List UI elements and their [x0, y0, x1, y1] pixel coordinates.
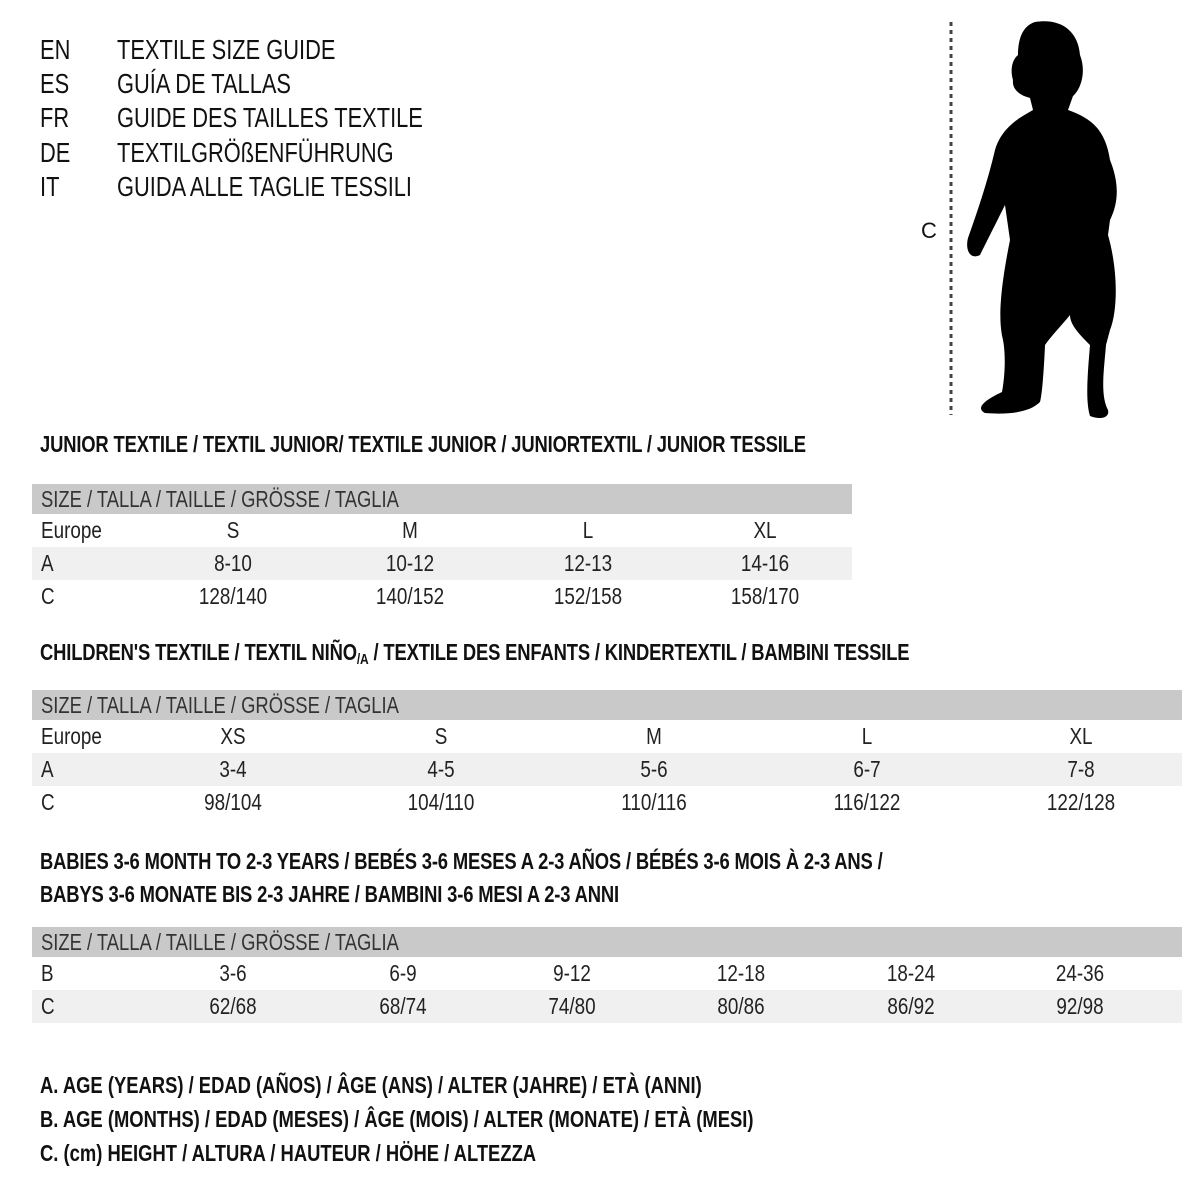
- table-cell: 4-5: [427, 756, 455, 782]
- table-cell: S: [434, 723, 448, 749]
- legend-item-c: C. (cm) HEIGHT / ALTURA / HAUTEUR / HÖHE…: [40, 1140, 537, 1166]
- table-cell: L: [861, 723, 873, 749]
- table-cell: 92/98: [1056, 993, 1104, 1019]
- table-cell: 5-6: [640, 756, 668, 782]
- section-heading-junior: JUNIOR TEXTILE / TEXTIL JUNIOR/ TEXTILE …: [40, 431, 806, 457]
- table-cell: 3-6: [219, 960, 247, 986]
- table-cell: 158/170: [730, 583, 800, 609]
- child-silhouette-icon: [949, 21, 1117, 419]
- size-table-babies: SIZE / TALLA / TAILLE / GRÖSSE / TAGLIA B…: [32, 927, 1182, 1023]
- lang-code: DE: [40, 137, 71, 168]
- row-label: Europe: [41, 517, 102, 543]
- size-header-text: SIZE / TALLA / TAILLE / GRÖSSE / TAGLIA: [41, 692, 399, 718]
- legend: A. AGE (YEARS) / EDAD (AÑOS) / ÂGE (ANS)…: [40, 1068, 932, 1170]
- lang-row-de: DE TEXTILGRÖßENFÜHRUNG: [40, 136, 540, 170]
- size-header-text: SIZE / TALLA / TAILLE / GRÖSSE / TAGLIA: [41, 486, 399, 512]
- heading-subscript: /A: [356, 651, 369, 668]
- row-label: C: [41, 583, 55, 609]
- lang-title: GUÍA DE TALLAS: [117, 68, 291, 99]
- table-cell: 116/122: [833, 789, 901, 815]
- table-cell: 110/116: [621, 789, 687, 815]
- size-header-bar: SIZE / TALLA / TAILLE / GRÖSSE / TAGLIA: [32, 484, 852, 514]
- table-cell: 6-7: [853, 756, 881, 782]
- lang-title: GUIDA ALLE TAGLIE TESSILI: [117, 171, 412, 202]
- row-label: A: [41, 550, 54, 576]
- measure-label: C: [921, 218, 937, 243]
- lang-title: TEXTILE SIZE GUIDE: [117, 34, 336, 65]
- table-cell: 12-13: [563, 550, 613, 576]
- size-header-bar: SIZE / TALLA / TAILLE / GRÖSSE / TAGLIA: [32, 690, 1182, 720]
- table-cell: 68/74: [379, 993, 427, 1019]
- row-label: B: [41, 960, 54, 986]
- heading-line: BABYS 3-6 MONATE BIS 2-3 JAHRE / BAMBINI…: [40, 881, 619, 907]
- table-cell: S: [226, 517, 240, 543]
- table-cell: M: [646, 723, 662, 749]
- table-cell: 122/128: [1046, 789, 1116, 815]
- table-cell: XS: [220, 723, 246, 749]
- table-cell: 24-36: [1055, 960, 1105, 986]
- row-label: Europe: [41, 723, 102, 749]
- table-cell: 14-16: [740, 550, 790, 576]
- lang-title: GUIDE DES TAILLES TEXTILE: [117, 102, 423, 133]
- size-header-text: SIZE / TALLA / TAILLE / GRÖSSE / TAGLIA: [41, 929, 399, 955]
- table-cell: 80/86: [717, 993, 765, 1019]
- lang-code: EN: [40, 34, 71, 65]
- table-cell: 18-24: [886, 960, 936, 986]
- table-row: B 3-6 6-9 9-12 12-18 18-24 24-36: [32, 957, 1182, 990]
- table-cell: 6-9: [389, 960, 417, 986]
- table-row: A 3-4 4-5 5-6 6-7 7-8: [32, 753, 1182, 786]
- table-cell: 86/92: [887, 993, 935, 1019]
- row-label: A: [41, 756, 54, 782]
- table-cell: 98/104: [204, 789, 262, 815]
- table-cell: 7-8: [1067, 756, 1095, 782]
- table-cell: 3-4: [219, 756, 247, 782]
- row-label: C: [41, 993, 55, 1019]
- table-cell: M: [402, 517, 418, 543]
- table-cell: 8-10: [214, 550, 252, 576]
- table-cell: 104/110: [407, 789, 475, 815]
- table-row: C 62/68 68/74 74/80 80/86 86/92 92/98: [32, 990, 1182, 1023]
- table-row: Europe S M L XL: [32, 514, 852, 547]
- table-cell: 9-12: [553, 960, 591, 986]
- lang-row-fr: FR GUIDE DES TAILLES TEXTILE: [40, 101, 540, 135]
- heading-line: BABIES 3-6 MONTH TO 2-3 YEARS / BEBÉS 3-…: [40, 848, 883, 874]
- lang-code: IT: [40, 171, 60, 202]
- table-cell: 152/158: [553, 583, 623, 609]
- language-titles: EN TEXTILE SIZE GUIDE ES GUÍA DE TALLAS FR…: [40, 33, 540, 208]
- table-cell: XL: [753, 517, 777, 543]
- table-row: Europe XS S M L XL: [32, 720, 1182, 753]
- heading-text: / TEXTILE DES ENFANTS / KINDERTEXTIL / B…: [368, 639, 910, 665]
- table-cell: 128/140: [198, 583, 268, 609]
- section-heading-babies: BABIES 3-6 MONTH TO 2-3 YEARS / BEBÉS 3-…: [40, 845, 1093, 911]
- legend-item-a: A. AGE (YEARS) / EDAD (AÑOS) / ÂGE (ANS)…: [40, 1072, 702, 1098]
- table-cell: XL: [1069, 723, 1093, 749]
- size-table-children: SIZE / TALLA / TAILLE / GRÖSSE / TAGLIA E…: [32, 690, 1182, 819]
- table-cell: L: [582, 517, 594, 543]
- table-row: A 8-10 10-12 12-13 14-16: [32, 547, 852, 580]
- table-cell: 74/80: [548, 993, 596, 1019]
- table-cell: 62/68: [209, 993, 257, 1019]
- lang-row-es: ES GUÍA DE TALLAS: [40, 67, 540, 101]
- legend-item-b: B. AGE (MONTHS) / EDAD (MESES) / ÂGE (MO…: [40, 1106, 754, 1132]
- lang-row-it: IT GUIDA ALLE TAGLIE TESSILI: [40, 170, 540, 204]
- table-cell: 12-18: [716, 960, 766, 986]
- table-row: C 128/140 140/152 152/158 158/170: [32, 580, 852, 613]
- lang-code: ES: [40, 68, 70, 99]
- lang-title: TEXTILGRÖßENFÜHRUNG: [117, 137, 394, 168]
- size-table-junior: SIZE / TALLA / TAILLE / GRÖSSE / TAGLIA E…: [32, 484, 852, 613]
- table-cell: 10-12: [385, 550, 435, 576]
- lang-row-en: EN TEXTILE SIZE GUIDE: [40, 33, 540, 67]
- table-row: C 98/104 104/110 110/116 116/122 122/128: [32, 786, 1182, 819]
- section-heading-children: CHILDREN'S TEXTILE / TEXTIL NIÑO/A / TEX…: [40, 636, 1127, 676]
- heading-text: CHILDREN'S TEXTILE / TEXTIL NIÑO: [40, 639, 357, 665]
- lang-code: FR: [40, 102, 70, 133]
- size-header-bar: SIZE / TALLA / TAILLE / GRÖSSE / TAGLIA: [32, 927, 1182, 957]
- row-label: C: [41, 789, 55, 815]
- table-cell: 140/152: [375, 583, 445, 609]
